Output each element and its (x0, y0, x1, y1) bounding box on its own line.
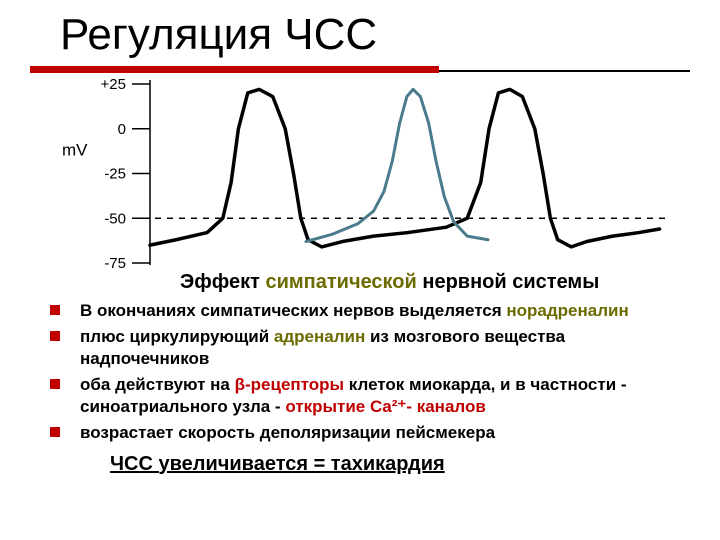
bullet-marker (50, 305, 60, 315)
bullet-text: адреналин (274, 327, 365, 346)
list-item: возрастает скорость деполяризации пейсме… (50, 422, 690, 444)
bullet-marker (50, 427, 60, 437)
list-item: оба действуют на β-рецепторы клеток миок… (50, 374, 690, 418)
svg-text:0: 0 (118, 121, 126, 138)
bullet-text: открытие Ca²⁺- каналов (285, 397, 486, 416)
subtitle-part: Эффект (180, 271, 265, 293)
bullet-list: В окончаниях симпатических нервов выделя… (30, 300, 690, 445)
subtitle-part: симпатической (265, 271, 416, 293)
svg-text:mV: mV (62, 141, 88, 160)
slide: Регуляция ЧСС +25 0 -25 -50 -75 mV Эффект сим… (0, 0, 720, 540)
bullet-marker (50, 379, 60, 389)
subtitle-part: нервной системы (417, 271, 600, 293)
bullet-text: норадреналин (506, 301, 628, 320)
list-item: плюс циркулирующий адреналин из мозговог… (50, 326, 690, 370)
slide-title: Регуляция ЧСС (60, 10, 690, 60)
subtitle: Эффект симпатической нервной системы (180, 271, 690, 294)
bullet-text: β-рецепторы (235, 375, 344, 394)
chart-svg: +25 0 -25 -50 -75 mV (40, 76, 680, 271)
conclusion: ЧСС увеличивается = тахикардия (110, 453, 690, 476)
svg-text:-75: -75 (104, 255, 126, 271)
svg-text:-50: -50 (104, 210, 126, 227)
list-item: В окончаниях симпатических нервов выделя… (50, 300, 690, 322)
chart-area: +25 0 -25 -50 -75 mV (40, 76, 690, 271)
svg-text:+25: +25 (101, 76, 126, 93)
svg-text:-25: -25 (104, 166, 126, 183)
bullet-text: В окончаниях симпатических нервов выделя… (80, 301, 506, 320)
bullet-text: плюс циркулирующий (80, 327, 274, 346)
bullet-marker (50, 331, 60, 341)
title-underline (30, 64, 690, 74)
bullet-text: оба действуют на (80, 375, 235, 394)
underline-accent (30, 66, 439, 73)
bullet-text: возрастает скорость деполяризации пейсме… (80, 423, 495, 442)
